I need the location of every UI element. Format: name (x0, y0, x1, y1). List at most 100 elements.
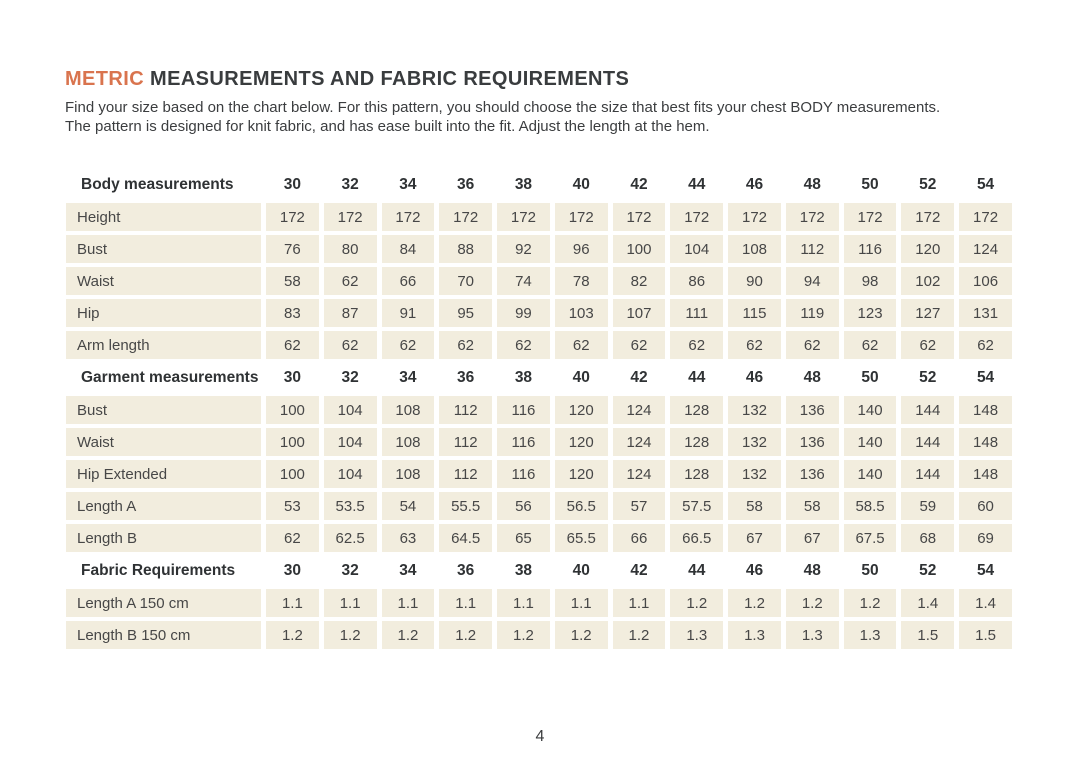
table-section-header-row: Body measurements 30 32 34 36 38 40 42 44 46 48 50 5… (66, 170, 1012, 200)
value-cell: 1.5 (901, 621, 955, 649)
value-cell: 120 (554, 460, 608, 488)
value-cell: 74 (497, 267, 550, 295)
value-cell: 56.5 (554, 492, 608, 520)
page-title: METRIC MEASUREMENTS AND FABRIC REQUIREME… (65, 68, 1015, 91)
value-cell: 112 (439, 428, 493, 456)
value-cell: 116 (497, 396, 550, 424)
size-header-cell: 46 (745, 369, 764, 386)
size-header-cell: 50 (861, 562, 879, 579)
value-cell: 98 (843, 267, 897, 295)
value-cell: 67.5 (843, 524, 897, 552)
row-label: Height (66, 203, 261, 231)
size-header-cell: 40 (572, 176, 590, 193)
value-cell: 140 (843, 460, 897, 488)
size-header-cell: 54 (976, 369, 995, 386)
value-cell: 1.1 (439, 589, 493, 617)
value-cell: 67 (785, 524, 839, 552)
table-row: Bust 76 80 84 88 92 96 100 104 108 112 116 120 124 (66, 235, 1012, 263)
value-cell: 62 (323, 331, 377, 359)
value-cell: 1.3 (728, 621, 781, 649)
value-cell: 111 (670, 299, 724, 327)
table-section-header-row: Fabric Requirements 30 32 34 36 38 40 42 44 46 48 5… (66, 556, 1012, 586)
value-cell: 172 (959, 203, 1012, 231)
value-cell: 62 (554, 331, 608, 359)
value-cell: 1.4 (901, 589, 955, 617)
value-cell: 100 (266, 428, 319, 456)
size-header-cell: 50 (861, 369, 879, 386)
table-row: Length A 150 cm 1.1 1.1 1.1 1.1 1.1 1.1 1.1 1.2 1… (66, 589, 1012, 617)
value-cell: 107 (612, 299, 666, 327)
size-header-cell: 38 (514, 562, 533, 579)
page-content: METRIC MEASUREMENTS AND FABRIC REQUIREME… (65, 68, 1015, 136)
value-cell: 148 (959, 396, 1012, 424)
intro-line-2: The pattern is designed for knit fabric,… (65, 118, 710, 135)
size-header-cell: 46 (745, 562, 764, 579)
value-cell: 172 (670, 203, 724, 231)
section-header-label: Fabric Requirements (81, 562, 236, 579)
value-cell: 87 (323, 299, 377, 327)
value-cell: 95 (439, 299, 493, 327)
value-cell: 112 (785, 235, 839, 263)
size-header-cell: 40 (572, 562, 590, 579)
size-header-cell: 30 (283, 369, 301, 386)
value-cell: 104 (670, 235, 724, 263)
value-cell: 1.3 (670, 621, 724, 649)
size-header-cell: 38 (514, 369, 533, 386)
value-cell: 78 (554, 267, 608, 295)
size-header-cell: 48 (803, 562, 821, 579)
value-cell: 65 (497, 524, 550, 552)
value-cell: 62 (728, 331, 781, 359)
value-cell: 116 (843, 235, 897, 263)
size-header-cell: 44 (688, 369, 706, 386)
size-header-cell: 30 (283, 176, 301, 193)
value-cell: 66 (612, 524, 666, 552)
value-cell: 1.1 (612, 589, 666, 617)
value-cell: 76 (266, 235, 319, 263)
value-cell: 1.2 (323, 621, 377, 649)
value-cell: 1.3 (843, 621, 897, 649)
size-header-cell: 34 (399, 176, 417, 193)
size-header-cell: 54 (976, 562, 995, 579)
value-cell: 62 (497, 331, 550, 359)
size-header-cell: 32 (341, 562, 359, 579)
row-label: Bust (66, 235, 261, 263)
value-cell: 1.4 (959, 589, 1012, 617)
value-cell: 1.2 (497, 621, 550, 649)
value-cell: 172 (843, 203, 897, 231)
value-cell: 124 (612, 428, 666, 456)
table-row: Bust 100 104 108 112 116 120 124 128 132 136 140 144… (66, 396, 1012, 424)
value-cell: 59 (901, 492, 955, 520)
value-cell: 1.1 (323, 589, 377, 617)
size-header-cell: 42 (630, 562, 648, 579)
value-cell: 62 (670, 331, 724, 359)
value-cell: 1.5 (959, 621, 1012, 649)
section-header-label: Garment measurements (81, 369, 259, 386)
size-header-cell: 34 (399, 369, 417, 386)
table-row: Length A 53 53.5 54 55.5 56 56.5 57 57.5 58 58 58.5… (66, 492, 1012, 520)
value-cell: 1.1 (497, 589, 550, 617)
value-cell: 62 (843, 331, 897, 359)
value-cell: 112 (439, 460, 493, 488)
value-cell: 54 (381, 492, 435, 520)
value-cell: 58.5 (843, 492, 897, 520)
value-cell: 144 (901, 460, 955, 488)
value-cell: 172 (612, 203, 666, 231)
table-row: Length B 62 62.5 63 64.5 65 65.5 66 66.5 67 67 67.5… (66, 524, 1012, 552)
value-cell: 124 (612, 460, 666, 488)
table-row: Height 172 172 172 172 172 172 172 172 172 172 172 1… (66, 203, 1012, 231)
value-cell: 136 (785, 460, 839, 488)
value-cell: 63 (381, 524, 435, 552)
table-row: Hip Extended 100 104 108 112 116 120 124 128 132 1… (66, 460, 1012, 488)
value-cell: 62 (612, 331, 666, 359)
value-cell: 123 (843, 299, 897, 327)
table-row: Waist 100 104 108 112 116 120 124 128 132 136 140 14… (66, 428, 1012, 456)
value-cell: 62 (323, 267, 377, 295)
value-cell: 65.5 (554, 524, 608, 552)
value-cell: 144 (901, 396, 955, 424)
value-cell: 144 (901, 428, 955, 456)
value-cell: 82 (612, 267, 666, 295)
value-cell: 1.2 (381, 621, 435, 649)
value-cell: 172 (785, 203, 839, 231)
value-cell: 124 (612, 396, 666, 424)
value-cell: 88 (439, 235, 493, 263)
